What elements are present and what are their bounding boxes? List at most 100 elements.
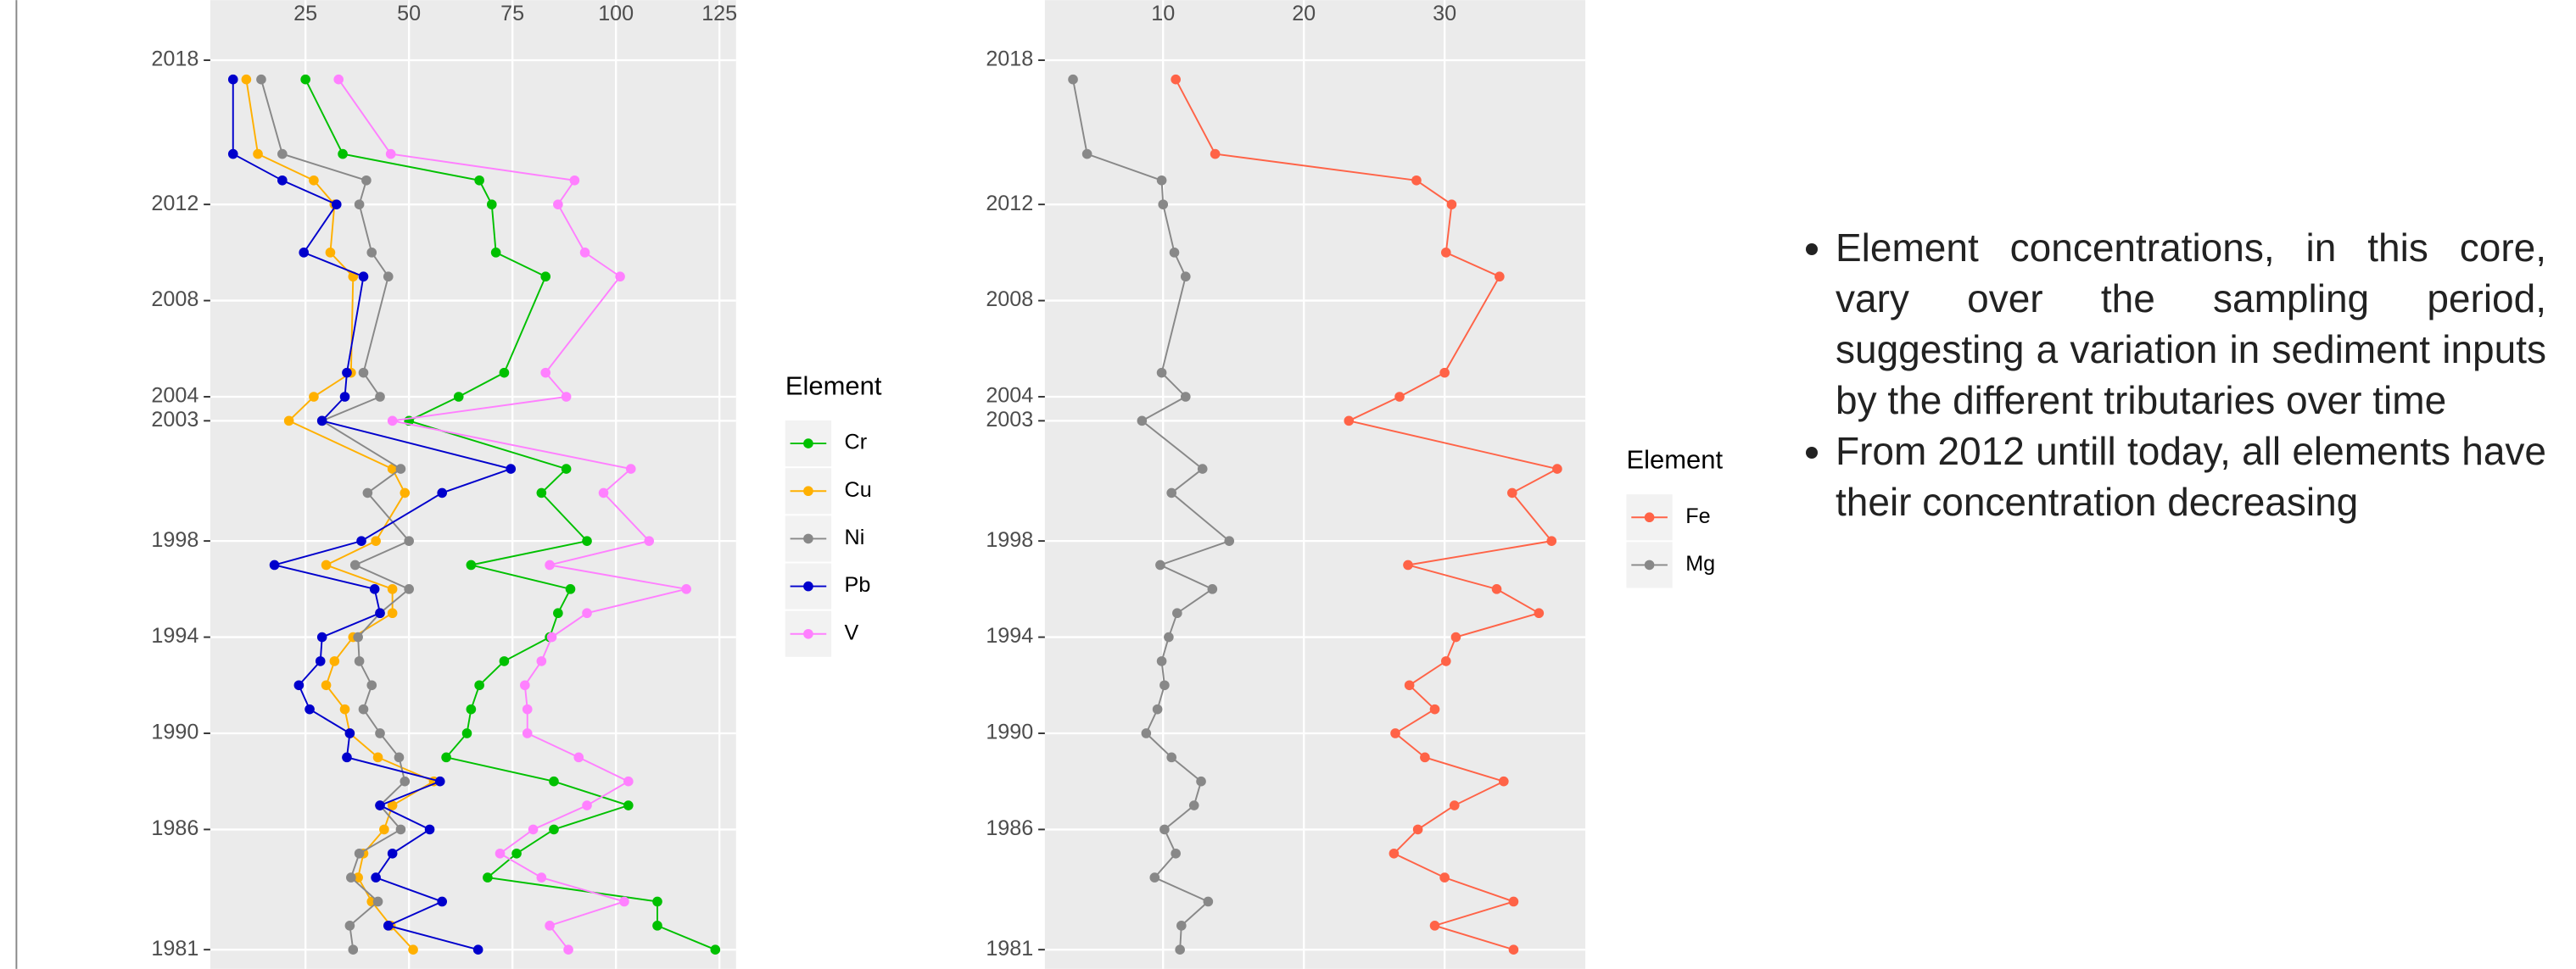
data-point — [1546, 536, 1557, 546]
data-point — [1403, 560, 1413, 571]
legend-key-dot — [1644, 512, 1655, 523]
legend-key-dot — [1644, 560, 1655, 571]
data-point — [387, 464, 398, 474]
y-tick-label: 1981 — [986, 937, 1033, 961]
y-tick-label: 2003 — [986, 408, 1033, 432]
data-point — [299, 248, 310, 258]
data-point — [1390, 728, 1400, 738]
data-point — [354, 848, 365, 859]
data-point — [354, 199, 365, 209]
data-point — [372, 752, 383, 763]
y-tick-label: 2003 — [151, 408, 198, 432]
data-point — [342, 752, 352, 763]
data-point — [1450, 632, 1461, 643]
data-point — [1420, 752, 1430, 763]
data-point — [356, 536, 366, 546]
data-point — [241, 74, 252, 85]
data-point — [540, 367, 551, 378]
data-point — [561, 464, 572, 474]
data-point — [346, 872, 356, 883]
data-point — [579, 248, 590, 258]
data-point — [466, 560, 477, 571]
data-point — [348, 944, 359, 955]
data-point — [1440, 248, 1451, 258]
data-point — [434, 776, 445, 787]
data-point — [1159, 680, 1170, 691]
data-point — [1169, 248, 1180, 258]
data-point — [366, 248, 377, 258]
legend-label: Pb — [845, 573, 871, 597]
data-point — [549, 824, 559, 835]
data-point — [375, 392, 385, 402]
data-point — [315, 656, 326, 666]
y-tick-label: 2012 — [986, 192, 1033, 215]
data-point — [342, 367, 352, 378]
data-point — [1499, 776, 1509, 787]
data-point — [253, 148, 263, 159]
data-point — [424, 824, 435, 835]
data-point — [1068, 74, 1078, 85]
data-point — [354, 656, 365, 666]
data-point — [545, 921, 555, 931]
data-point — [495, 848, 506, 859]
data-point — [316, 632, 327, 643]
data-point — [1394, 392, 1405, 402]
bullet-list: Element concentrations, in this core, va… — [1781, 222, 2546, 527]
data-point — [536, 872, 547, 883]
data-point — [536, 487, 547, 498]
legend-label: Mg — [1685, 552, 1715, 576]
legend-label: V — [845, 621, 859, 644]
data-point — [329, 656, 340, 666]
data-point — [1164, 632, 1174, 643]
data-point — [1197, 464, 1208, 474]
data-point — [400, 487, 411, 498]
data-point — [305, 704, 315, 715]
data-point — [338, 148, 348, 159]
y-tick-label: 2004 — [986, 384, 1033, 408]
data-point — [573, 752, 584, 763]
legend-key-dot — [803, 581, 813, 592]
y-tick-label: 1986 — [986, 816, 1033, 840]
data-point — [316, 415, 327, 426]
data-point — [1158, 199, 1169, 209]
y-tick-label: 1998 — [986, 528, 1033, 552]
data-point — [522, 728, 533, 738]
data-point — [379, 824, 389, 835]
data-point — [582, 536, 592, 546]
data-point — [383, 271, 394, 282]
data-point — [277, 148, 288, 159]
data-point — [387, 584, 398, 594]
data-point — [474, 175, 484, 186]
data-point — [1172, 608, 1182, 619]
x-tick-label: 20 — [1292, 2, 1316, 25]
data-point — [569, 175, 580, 186]
data-point — [331, 199, 342, 209]
data-point — [483, 872, 493, 883]
legend-title: Element — [1626, 445, 1723, 475]
data-point — [1137, 415, 1148, 426]
data-point — [1506, 487, 1517, 498]
data-point — [387, 415, 398, 426]
bullet: From 2012 untill today, all elements hav… — [1836, 426, 2546, 527]
data-point — [561, 392, 572, 402]
data-point — [1152, 704, 1163, 715]
x-tick-label: 25 — [293, 2, 317, 25]
data-point — [565, 584, 576, 594]
data-point — [383, 921, 394, 931]
data-point — [321, 560, 332, 571]
data-point — [321, 680, 332, 691]
data-point — [395, 824, 406, 835]
data-point — [387, 608, 398, 619]
data-point — [358, 704, 369, 715]
data-point — [362, 487, 373, 498]
data-point — [1166, 752, 1177, 763]
data-point — [375, 728, 385, 738]
data-point — [1495, 271, 1505, 282]
data-point — [625, 464, 636, 474]
data-point — [1404, 680, 1415, 691]
data-point — [1344, 415, 1355, 426]
data-point — [1155, 560, 1165, 571]
bullet: Element concentrations, in this core, va… — [1836, 222, 2546, 426]
data-point — [1429, 921, 1440, 931]
x-tick-label: 125 — [701, 2, 737, 25]
